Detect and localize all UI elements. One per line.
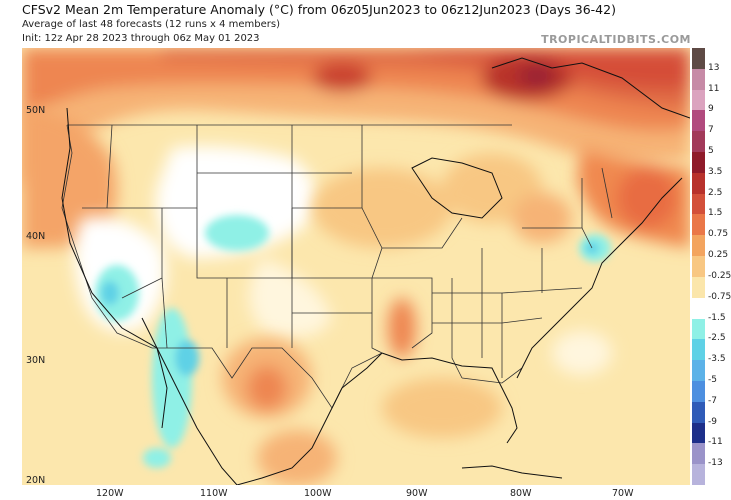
map-subtitle-average: Average of last 48 forecasts (12 runs x …: [22, 19, 280, 30]
map-title: CFSv2 Mean 2m Temperature Anomaly (°C) f…: [22, 2, 616, 17]
colorbar-swatch: [692, 297, 705, 319]
colorbar-swatch: [692, 422, 705, 444]
colorbar-label: 11: [708, 83, 720, 94]
colorbar-label: -0.75: [708, 291, 731, 302]
lat-label-50n: 50N: [26, 105, 46, 116]
brand-watermark: TROPICALTIDBITS.COM: [541, 33, 691, 46]
lat-label-30n: 30N: [26, 355, 46, 366]
warm-north-band: [22, 48, 690, 188]
colorbar-swatch: [692, 214, 705, 236]
lon-label-100w: 100W: [304, 488, 332, 499]
colorbar-swatch: [692, 193, 705, 215]
colorbar-swatch: [692, 256, 705, 278]
colorbar-label: 2.5: [708, 187, 723, 198]
colorbar-label: -5: [708, 374, 717, 385]
colorbar-swatch: [692, 339, 705, 361]
colorbar-swatch: [692, 48, 705, 70]
colorbar-label: -11: [708, 437, 723, 448]
colorbar-swatch: [692, 276, 705, 299]
anomaly-field: [22, 48, 690, 485]
colorbar-label: 0.25: [708, 250, 729, 261]
colorbar-swatch: [692, 172, 705, 195]
colorbar-swatch: [692, 110, 705, 132]
colorbar-swatch: [692, 68, 705, 91]
warm-south: [222, 153, 612, 485]
header: CFSv2 Mean 2m Temperature Anomaly (°C) f…: [0, 0, 731, 48]
lon-label-80w: 80W: [510, 488, 532, 499]
colorbar-label: -1.5: [708, 312, 726, 323]
map-subtitle-init: Init: 12z Apr 28 2023 through 06z May 01…: [22, 33, 260, 44]
colorbar-swatch: [692, 235, 705, 257]
colorbar-swatch: [692, 318, 705, 340]
warm-northeast: [577, 148, 690, 248]
colorbar-label: 5: [708, 146, 714, 157]
colorbar-label: -0.25: [708, 270, 731, 281]
colorbar-label: -3.5: [708, 354, 726, 365]
lat-label-20n: 20N: [26, 475, 46, 485]
colorbar-label: 7: [708, 125, 714, 136]
colorbar-label: -7: [708, 395, 717, 406]
colorbar-label: 3.5: [708, 166, 723, 177]
temperature-anomaly-map: 50N 40N 30N 20N: [22, 48, 690, 485]
colorbar-swatch: [692, 131, 705, 153]
colorbar-label: 13: [708, 62, 720, 73]
colorbar-swatch: [692, 401, 705, 424]
colorbar: [692, 48, 705, 486]
colorbar-swatch: [692, 89, 705, 111]
colorbar-label: -13: [708, 458, 723, 469]
colorbar-label: -9: [708, 416, 717, 427]
lon-label-120w: 120W: [96, 488, 124, 499]
lon-label-110w: 110W: [200, 488, 228, 499]
colorbar-swatch: [692, 360, 705, 382]
political-boundaries: [61, 124, 613, 409]
colorbar-label: 9: [708, 104, 714, 115]
colorbar-swatch: [692, 464, 705, 486]
colorbar-label: 0.75: [708, 229, 729, 240]
lon-label-70w: 70W: [612, 488, 634, 499]
colorbar-swatch: [692, 152, 705, 174]
colorbar-swatch: [692, 380, 705, 403]
warm-west-coast: [22, 108, 118, 248]
lat-label-40n: 40N: [26, 231, 46, 242]
coastlines: [61, 57, 690, 485]
colorbar-label: 1.5: [708, 208, 723, 219]
lon-label-90w: 90W: [406, 488, 428, 499]
colorbar-label: -2.5: [708, 333, 726, 344]
colorbar-swatch: [692, 443, 705, 465]
